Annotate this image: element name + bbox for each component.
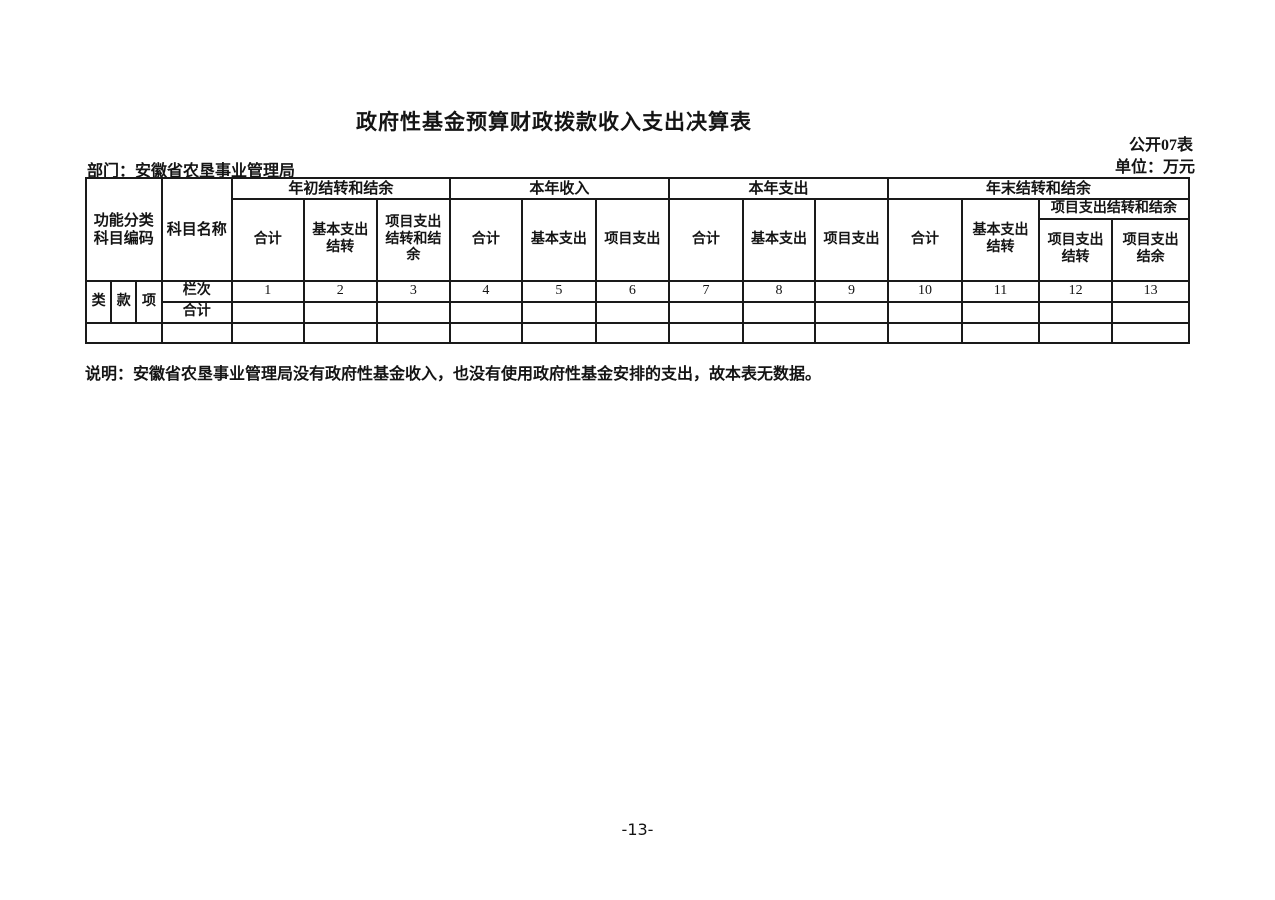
header-begin-total: 合计 <box>231 198 305 282</box>
budget-table: 功能分类 科目编码 科目名称 年初结转和结余 本年收入 本年支出 年末结转和结余… <box>84 177 1191 344</box>
column-number: 3 <box>376 280 451 303</box>
empty-data-cell <box>448 301 524 324</box>
column-number: 9 <box>814 280 889 303</box>
empty-data-cell <box>594 322 671 344</box>
empty-data-cell <box>1111 301 1190 324</box>
empty-data-cell <box>961 301 1040 324</box>
explanatory-note: 说明：安徽省农垦事业管理局没有政府性基金收入，也没有使用政府性基金安排的支出，故… <box>85 366 822 383</box>
header-group-year-income: 本年收入 <box>448 177 671 200</box>
empty-data-cell <box>302 301 379 324</box>
header-sub-sub-row: 项目支出 结转 项目支出 结余 <box>86 218 1190 282</box>
header-group-end-balance: 年末结转和结余 <box>886 177 1191 200</box>
empty-data-cell <box>741 322 817 344</box>
header-code-section: 款 <box>110 280 138 324</box>
header-code-item: 项 <box>135 280 163 324</box>
header-end-project-balance: 项目支出 结余 <box>1111 218 1190 282</box>
column-number: 13 <box>1111 280 1190 303</box>
empty-data-cell <box>1037 301 1114 324</box>
empty-data-cell <box>231 301 305 324</box>
header-begin-project-carryover: 项目支出 结转和结 余 <box>376 198 451 282</box>
empty-data-cell <box>886 301 964 324</box>
empty-data-cell <box>521 301 597 324</box>
empty-data-cell <box>668 322 744 344</box>
column-number: 7 <box>668 280 744 303</box>
header-sub-row: 合计 基本支出 结转 项目支出 结转和结 余 合计 基本支出 项目支出 合计 基… <box>86 198 1191 282</box>
header-end-project-subgroup: 项目支出结转和结余 <box>1037 198 1191 220</box>
header-income-basic: 基本支出 <box>521 198 597 282</box>
form-number-label: 公开07表 <box>1128 137 1193 154</box>
column-number: 11 <box>961 280 1040 303</box>
header-group-begin-balance: 年初结转和结余 <box>231 177 451 200</box>
empty-data-cell <box>521 322 597 344</box>
column-number-row: 类 款 项 栏次 1 2 3 4 5 6 7 8 9 10 11 12 13 <box>84 280 1190 324</box>
row-index-label: 栏次 <box>160 280 234 303</box>
page-number: -13- <box>621 820 654 839</box>
empty-code-cell <box>85 322 163 344</box>
column-number: 5 <box>521 280 597 303</box>
column-number: 6 <box>594 280 671 303</box>
empty-data-cell <box>302 322 379 344</box>
total-row-label: 合计 <box>160 301 234 324</box>
header-func-code: 功能分类 科目编码 <box>85 177 163 282</box>
empty-data-cell <box>376 301 451 324</box>
empty-data-cell <box>961 322 1040 344</box>
empty-data-cell <box>448 322 524 344</box>
header-subject-name: 科目名称 <box>160 177 234 282</box>
total-row: 合计 <box>86 301 1190 324</box>
empty-data-cell <box>594 301 671 324</box>
header-code-category: 类 <box>84 280 113 324</box>
column-number: 4 <box>448 280 524 303</box>
header-expense-total: 合计 <box>668 198 744 282</box>
header-income-project: 项目支出 <box>594 198 671 282</box>
column-number: 2 <box>302 280 379 303</box>
department-label: 部门：安徽省农垦事业管理局 <box>87 163 296 180</box>
empty-data-cell <box>1037 322 1114 344</box>
empty-data-cell <box>376 322 451 344</box>
empty-data-cell <box>886 322 964 344</box>
page-title: 政府性基金预算财政拨款收入支出决算表 <box>356 110 752 134</box>
header-expense-project: 项目支出 <box>814 198 889 282</box>
empty-data-cell <box>741 301 817 324</box>
header-end-basic-carryover: 基本支出 结转 <box>961 198 1040 282</box>
header-expense-basic: 基本支出 <box>741 198 817 282</box>
empty-data-cell <box>814 301 889 324</box>
empty-data-cell <box>231 322 305 344</box>
unit-label: 单位：万元 <box>1114 159 1195 176</box>
header-end-project-carryover: 项目支出 结转 <box>1037 218 1114 282</box>
blank-row <box>85 322 1190 344</box>
header-group-row: 功能分类 科目编码 科目名称 年初结转和结余 本年收入 本年支出 年末结转和结余 <box>85 177 1191 282</box>
header-begin-basic-carryover: 基本支出 结转 <box>302 198 379 282</box>
column-number: 10 <box>886 280 964 303</box>
header-end-total: 合计 <box>886 198 964 282</box>
header-group-year-expense: 本年支出 <box>668 177 889 200</box>
header-income-total: 合计 <box>448 198 524 282</box>
empty-data-cell <box>814 322 889 344</box>
empty-data-cell <box>668 301 744 324</box>
column-number: 12 <box>1037 280 1114 303</box>
column-number: 8 <box>741 280 817 303</box>
column-number: 1 <box>231 280 305 303</box>
empty-data-cell <box>1111 322 1190 344</box>
empty-subject-cell <box>160 322 234 344</box>
